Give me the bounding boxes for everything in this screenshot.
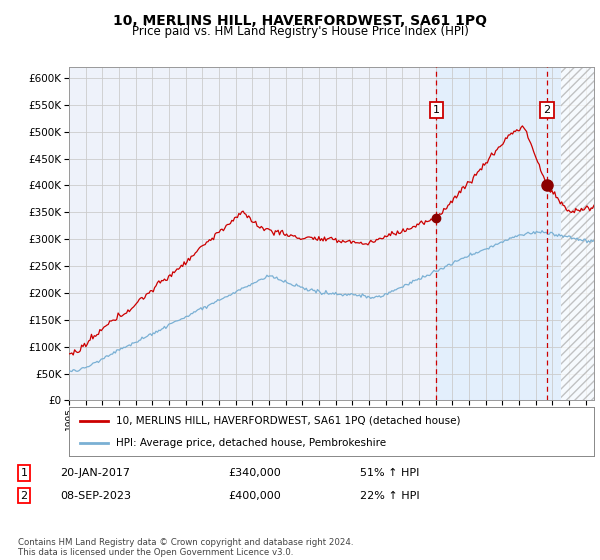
Text: 2: 2 (20, 491, 28, 501)
Text: 2: 2 (544, 105, 551, 115)
Text: Price paid vs. HM Land Registry's House Price Index (HPI): Price paid vs. HM Land Registry's House … (131, 25, 469, 38)
Text: 10, MERLINS HILL, HAVERFORDWEST, SA61 1PQ: 10, MERLINS HILL, HAVERFORDWEST, SA61 1P… (113, 14, 487, 28)
Text: 20-JAN-2017: 20-JAN-2017 (60, 468, 130, 478)
Text: 1: 1 (20, 468, 28, 478)
Text: HPI: Average price, detached house, Pembrokeshire: HPI: Average price, detached house, Pemb… (116, 437, 386, 447)
Text: 08-SEP-2023: 08-SEP-2023 (60, 491, 131, 501)
Text: £340,000: £340,000 (228, 468, 281, 478)
Text: £400,000: £400,000 (228, 491, 281, 501)
Bar (560, 67, 600, 400)
Text: 22% ↑ HPI: 22% ↑ HPI (360, 491, 419, 501)
Text: 1: 1 (433, 105, 440, 115)
Text: 10, MERLINS HILL, HAVERFORDWEST, SA61 1PQ (detached house): 10, MERLINS HILL, HAVERFORDWEST, SA61 1P… (116, 416, 461, 426)
Text: Contains HM Land Registry data © Crown copyright and database right 2024.
This d: Contains HM Land Registry data © Crown c… (18, 538, 353, 557)
Text: 51% ↑ HPI: 51% ↑ HPI (360, 468, 419, 478)
